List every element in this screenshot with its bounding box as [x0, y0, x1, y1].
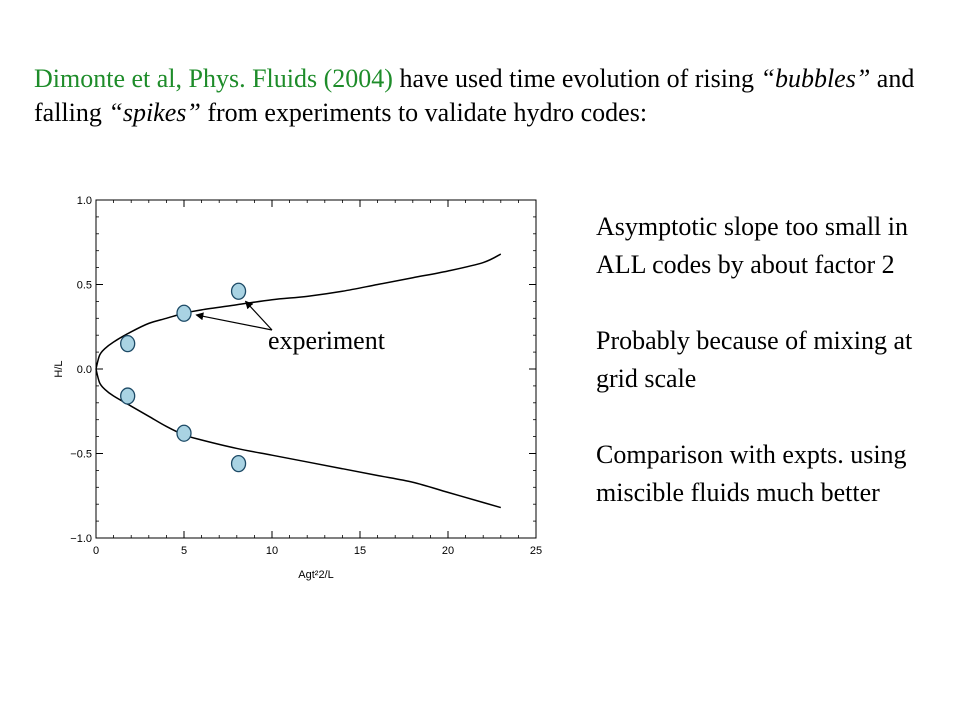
x-tick-label: 0 [93, 545, 99, 557]
intro-text-1: have used time evolution of rising [392, 64, 761, 93]
x-tick-label: 5 [181, 545, 187, 557]
note-comparison: Comparison with expts. using miscible fl… [596, 440, 907, 507]
x-tick-label: 10 [266, 545, 278, 557]
experiment-marker [176, 304, 192, 322]
annotation-arrow [195, 312, 273, 331]
experiment-marker [176, 424, 192, 442]
y-tick-label: 0.0 [77, 364, 92, 376]
x-tick-label: 15 [354, 545, 366, 557]
intro-paragraph: Dimonte et al, Phys. Fluids (2004) have … [34, 62, 934, 130]
note-mixing: Probably because of mixing at grid scale [596, 326, 913, 393]
experiment-marker [230, 454, 247, 473]
intro-text-3: from experiments to validate hydro codes… [200, 98, 648, 127]
bubbles-term: “bubbles” [760, 64, 871, 93]
y-axis-label: H/L [53, 360, 65, 377]
bubble-curve [95, 253, 502, 370]
intro-text-2: and falling [34, 64, 915, 127]
y-tick-label: −0.5 [70, 449, 92, 461]
experiment-annotation: experiment [268, 326, 386, 355]
annotation-arrow [244, 300, 273, 331]
spikes-term: “spikes” [108, 98, 201, 127]
experiment-marker [120, 387, 136, 405]
y-tick-label: 0.5 [77, 280, 92, 292]
experiment-marker [230, 282, 247, 300]
x-tick-label: 25 [530, 545, 542, 557]
plot-frame [95, 199, 537, 539]
y-tick-label: 1.0 [77, 195, 92, 207]
y-tick-label: −1.0 [70, 533, 92, 545]
experiment-marker [120, 334, 136, 353]
note-slope: Asymptotic slope too small in ALL codes … [596, 212, 908, 279]
spike-curve [95, 368, 502, 509]
reference-citation: Dimonte et al, Phys. Fluids (2004) [34, 64, 393, 93]
x-tick-label: 20 [442, 545, 454, 557]
x-axis-label: Agt²2/L [298, 569, 333, 581]
notes-panel: Asymptotic slope too small in ALL codes … [596, 208, 946, 512]
